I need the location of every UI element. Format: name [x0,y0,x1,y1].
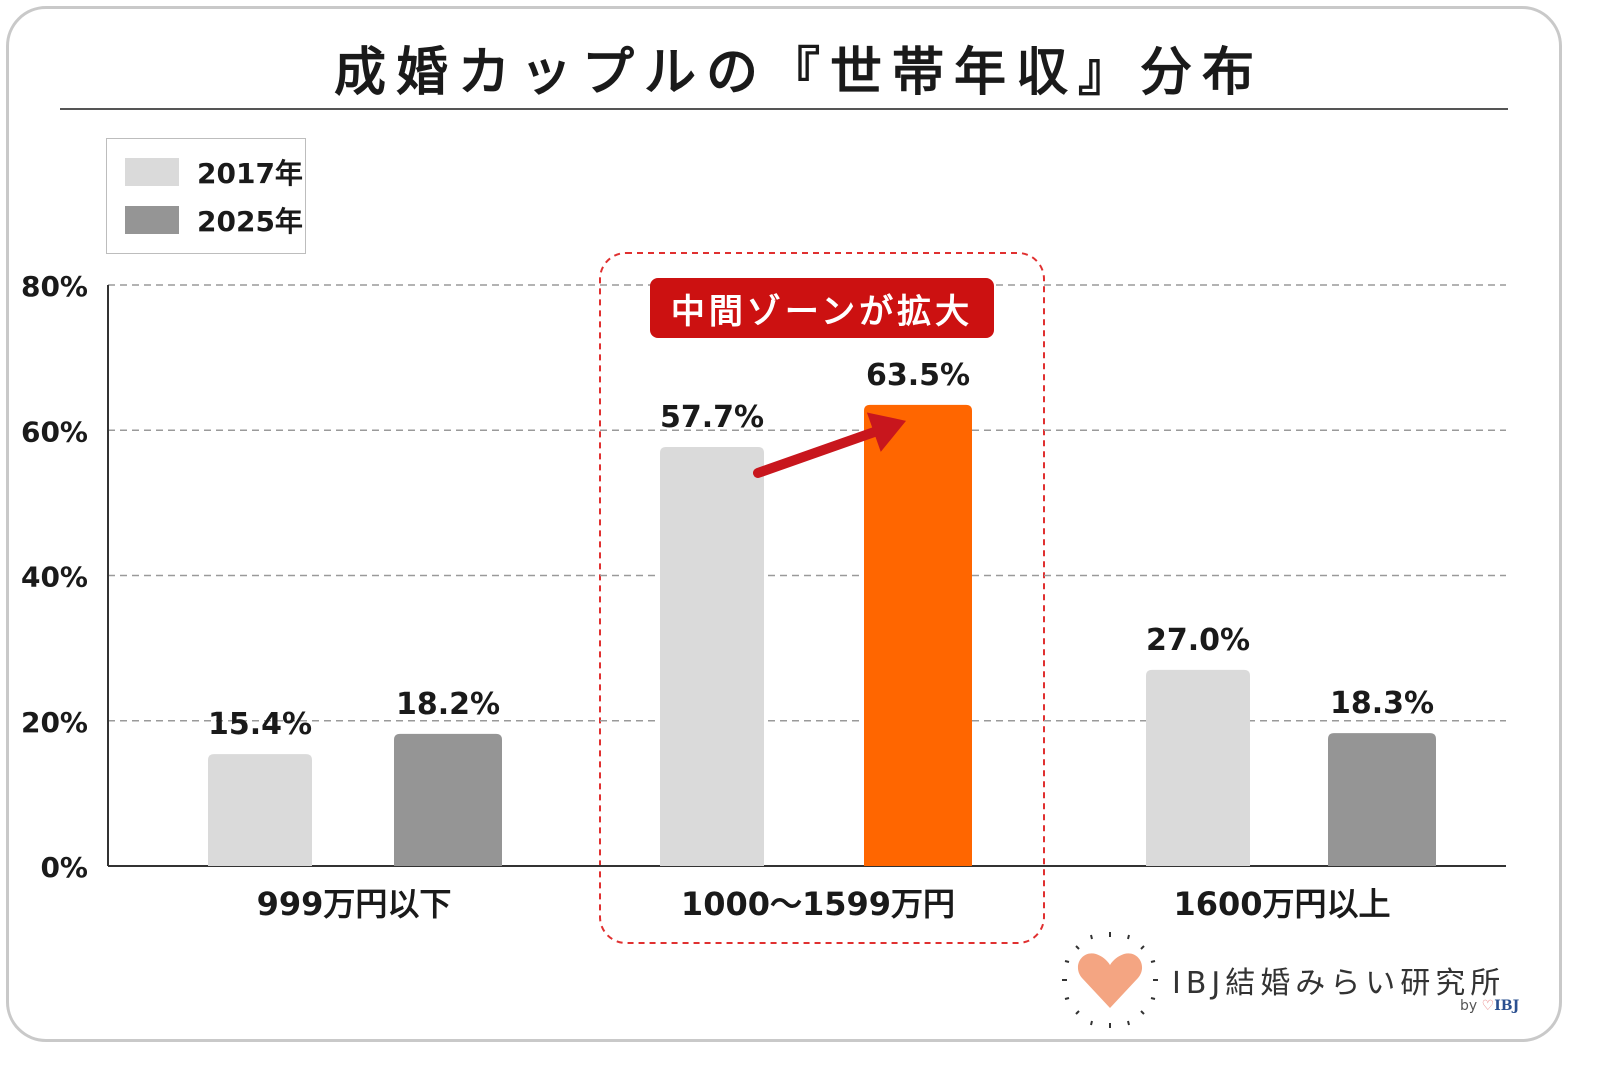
heart-logo-icon [1062,932,1158,1028]
bar-2017-1 [660,446,764,866]
data-label: 63.5% [866,358,970,393]
x-tick-label: 1000～1599万円 [681,885,955,923]
logo-by-brand: IBJ [1494,998,1520,1014]
data-label: 18.2% [396,687,500,722]
highlight-zone [599,252,1045,944]
bar-2025-0 [394,733,502,866]
legend: 2017年 2025年 [106,138,306,254]
data-label: 57.7% [660,400,764,435]
bar-2017-0 [208,754,312,866]
chart-title: 成婚カップルの『世帯年収』分布 [333,43,1264,103]
legend-label-2025: 2025年 [197,205,303,238]
y-tick-label: 0% [40,851,88,884]
bar-2025-2 [1328,733,1436,866]
y-tick-label: 20% [21,706,88,739]
legend-label-2017: 2017年 [197,157,303,190]
growth-arrow [753,425,883,478]
x-tick-label: 1600万円以上 [1173,885,1390,923]
growth-arrow-head [866,412,906,452]
bar-2025-1 [864,404,972,866]
data-label: 15.4% [208,707,312,742]
callout-badge: 中間ゾーンが拡大 [650,278,994,338]
y-tick-label: 80% [21,270,88,303]
bar-2017-2 [1146,669,1250,866]
legend-swatch-2025 [125,206,179,234]
y-tick-label: 60% [21,415,88,448]
logo-text: IBJ結婚みらい研究所 [1172,966,1506,1001]
logo-by-prefix: by [1460,998,1478,1014]
data-label: 27.0% [1146,623,1250,658]
logo-byline: by ♡IBJ [1460,998,1520,1014]
x-tick-label: 999万円以下 [257,885,452,923]
title-divider [60,108,1508,110]
legend-item-2025: 2025年 [125,205,303,238]
legend-swatch-2017 [125,158,179,186]
legend-item-2017: 2017年 [125,157,303,190]
data-label: 18.3% [1330,686,1434,721]
brand-logo: IBJ結婚みらい研究所 by ♡IBJ [1060,930,1530,1030]
y-tick-label: 40% [21,561,88,594]
